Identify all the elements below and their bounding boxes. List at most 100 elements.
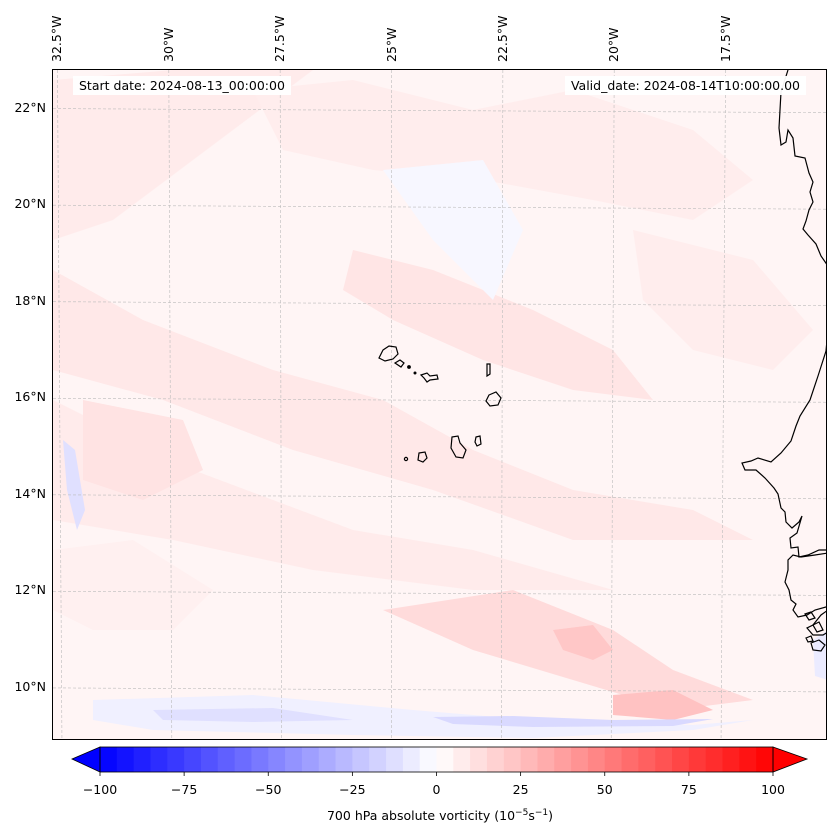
coastline-africa xyxy=(741,70,826,636)
parallel-gridline xyxy=(53,301,826,307)
island-santa-luzia xyxy=(407,365,411,369)
island-boa-vista xyxy=(485,391,502,407)
colorbar-tick-label: 25 xyxy=(512,782,529,797)
longitude-tick-label: 22.5°W xyxy=(494,15,510,62)
colorbar-tick-label: 50 xyxy=(596,782,613,797)
colorbar-label: 700 hPa absolute vorticity (10−5s−1) xyxy=(0,808,837,823)
latitude-tick-label: 18°N xyxy=(14,292,46,308)
colorbar-block xyxy=(133,747,151,772)
colorbar-block xyxy=(688,747,707,772)
island-santiago xyxy=(450,435,467,459)
negative-band-south-core xyxy=(433,716,713,727)
colorbar-block xyxy=(100,747,118,772)
meridian-gridline xyxy=(720,70,726,739)
latitude-tick-label: 12°N xyxy=(14,582,46,598)
colorbar-block xyxy=(234,747,252,772)
colorbar-block xyxy=(739,747,757,772)
negative-patch xyxy=(383,160,523,300)
colorbar-block xyxy=(419,747,437,772)
island-santo-antao xyxy=(378,345,399,362)
positive-max xyxy=(613,690,713,720)
colorbar-block xyxy=(268,747,286,772)
island-maio xyxy=(474,435,482,447)
island-ilheu xyxy=(413,371,417,375)
parallel-gridline xyxy=(53,397,826,403)
meridian-gridline xyxy=(168,70,173,739)
parallel-gridline xyxy=(53,494,826,500)
colorbar-block xyxy=(503,747,522,772)
coastlines xyxy=(378,70,826,652)
parallel-gridline xyxy=(53,591,826,596)
valid-date-label: Valid_date: 2024-08-14T10:00:00.00 xyxy=(564,76,806,95)
colorbar-block xyxy=(335,747,353,772)
colorbar-block xyxy=(756,747,774,772)
parallel-gridline xyxy=(53,204,826,210)
map-gridlines xyxy=(53,70,826,739)
start-date-label: Start date: 2024-08-13_00:00:00 xyxy=(73,76,291,95)
meridian-gridline xyxy=(610,70,615,739)
coastline-africa-islands xyxy=(804,611,826,652)
colorbar-block xyxy=(285,747,303,772)
positive-band xyxy=(53,540,213,630)
positive-band xyxy=(83,400,203,500)
colorbar-block xyxy=(184,747,202,772)
colorbar-block xyxy=(722,747,740,772)
positive-band xyxy=(53,270,753,540)
latitude-tick-label: 16°N xyxy=(14,389,46,405)
colorbar-block xyxy=(655,747,673,772)
colorbar-block xyxy=(386,747,404,772)
colorbar-block xyxy=(537,747,555,772)
positive-band xyxy=(343,250,653,400)
vorticity-contours xyxy=(53,70,826,739)
island-sal xyxy=(486,363,491,378)
colorbar-block xyxy=(402,747,421,772)
colorbar-block xyxy=(486,747,505,772)
meridian-gridline xyxy=(279,70,282,739)
colorbar-tick-label: 0 xyxy=(432,782,441,797)
colorbar-ticks xyxy=(99,772,774,776)
colorbar-block xyxy=(150,747,168,772)
positive-band xyxy=(633,230,813,370)
parallel-gridline xyxy=(53,687,826,693)
colorbar-block xyxy=(705,747,724,772)
latitude-tick-label: 14°N xyxy=(14,485,46,501)
colorbar-tick-label: 75 xyxy=(680,782,697,797)
colorbar-extend-low xyxy=(71,746,101,773)
meridian-gridline xyxy=(501,70,504,739)
negative-band-south-core xyxy=(153,708,353,722)
island-brava xyxy=(403,456,409,462)
negative-band-south xyxy=(93,695,753,738)
colorbar xyxy=(71,746,809,776)
vorticity-field xyxy=(53,70,826,739)
colorbar-block xyxy=(352,747,370,772)
colorbar-tick-label: −25 xyxy=(339,782,366,797)
colorbar-block xyxy=(116,747,135,772)
colorbar-tick-label: −100 xyxy=(82,782,118,797)
island-sao-nicolau xyxy=(419,372,439,383)
island-fogo xyxy=(417,451,428,463)
longitude-tick-label: 27.5°W xyxy=(272,15,288,62)
meridian-gridline xyxy=(57,70,63,739)
colorbar-block xyxy=(436,747,454,772)
map-axes: Start date: 2024-08-13_00:00:00 Valid_da… xyxy=(52,69,827,740)
colorbar-block xyxy=(301,747,320,772)
colorbar-label-exponent: −1 xyxy=(534,808,549,818)
colorbar-extend-high xyxy=(772,746,809,773)
positive-band xyxy=(53,70,313,240)
colorbar-tick-label: 100 xyxy=(761,782,785,797)
colorbar-block xyxy=(571,747,589,772)
island-sao-vicente xyxy=(393,359,405,368)
positive-band xyxy=(253,80,753,220)
colorbar-block xyxy=(604,747,623,772)
colorbar-block xyxy=(587,747,606,772)
colorbar-block xyxy=(251,747,269,772)
colorbar-block xyxy=(621,747,639,772)
colorbar-tick-label: −50 xyxy=(255,782,282,797)
negative-filament xyxy=(63,440,85,530)
colorbar-tick-label: −75 xyxy=(170,782,198,797)
positive-max xyxy=(553,625,613,660)
colorbar-block xyxy=(638,747,656,772)
colorbar-block xyxy=(167,747,185,772)
latitude-tick-label: 22°N xyxy=(14,99,46,115)
